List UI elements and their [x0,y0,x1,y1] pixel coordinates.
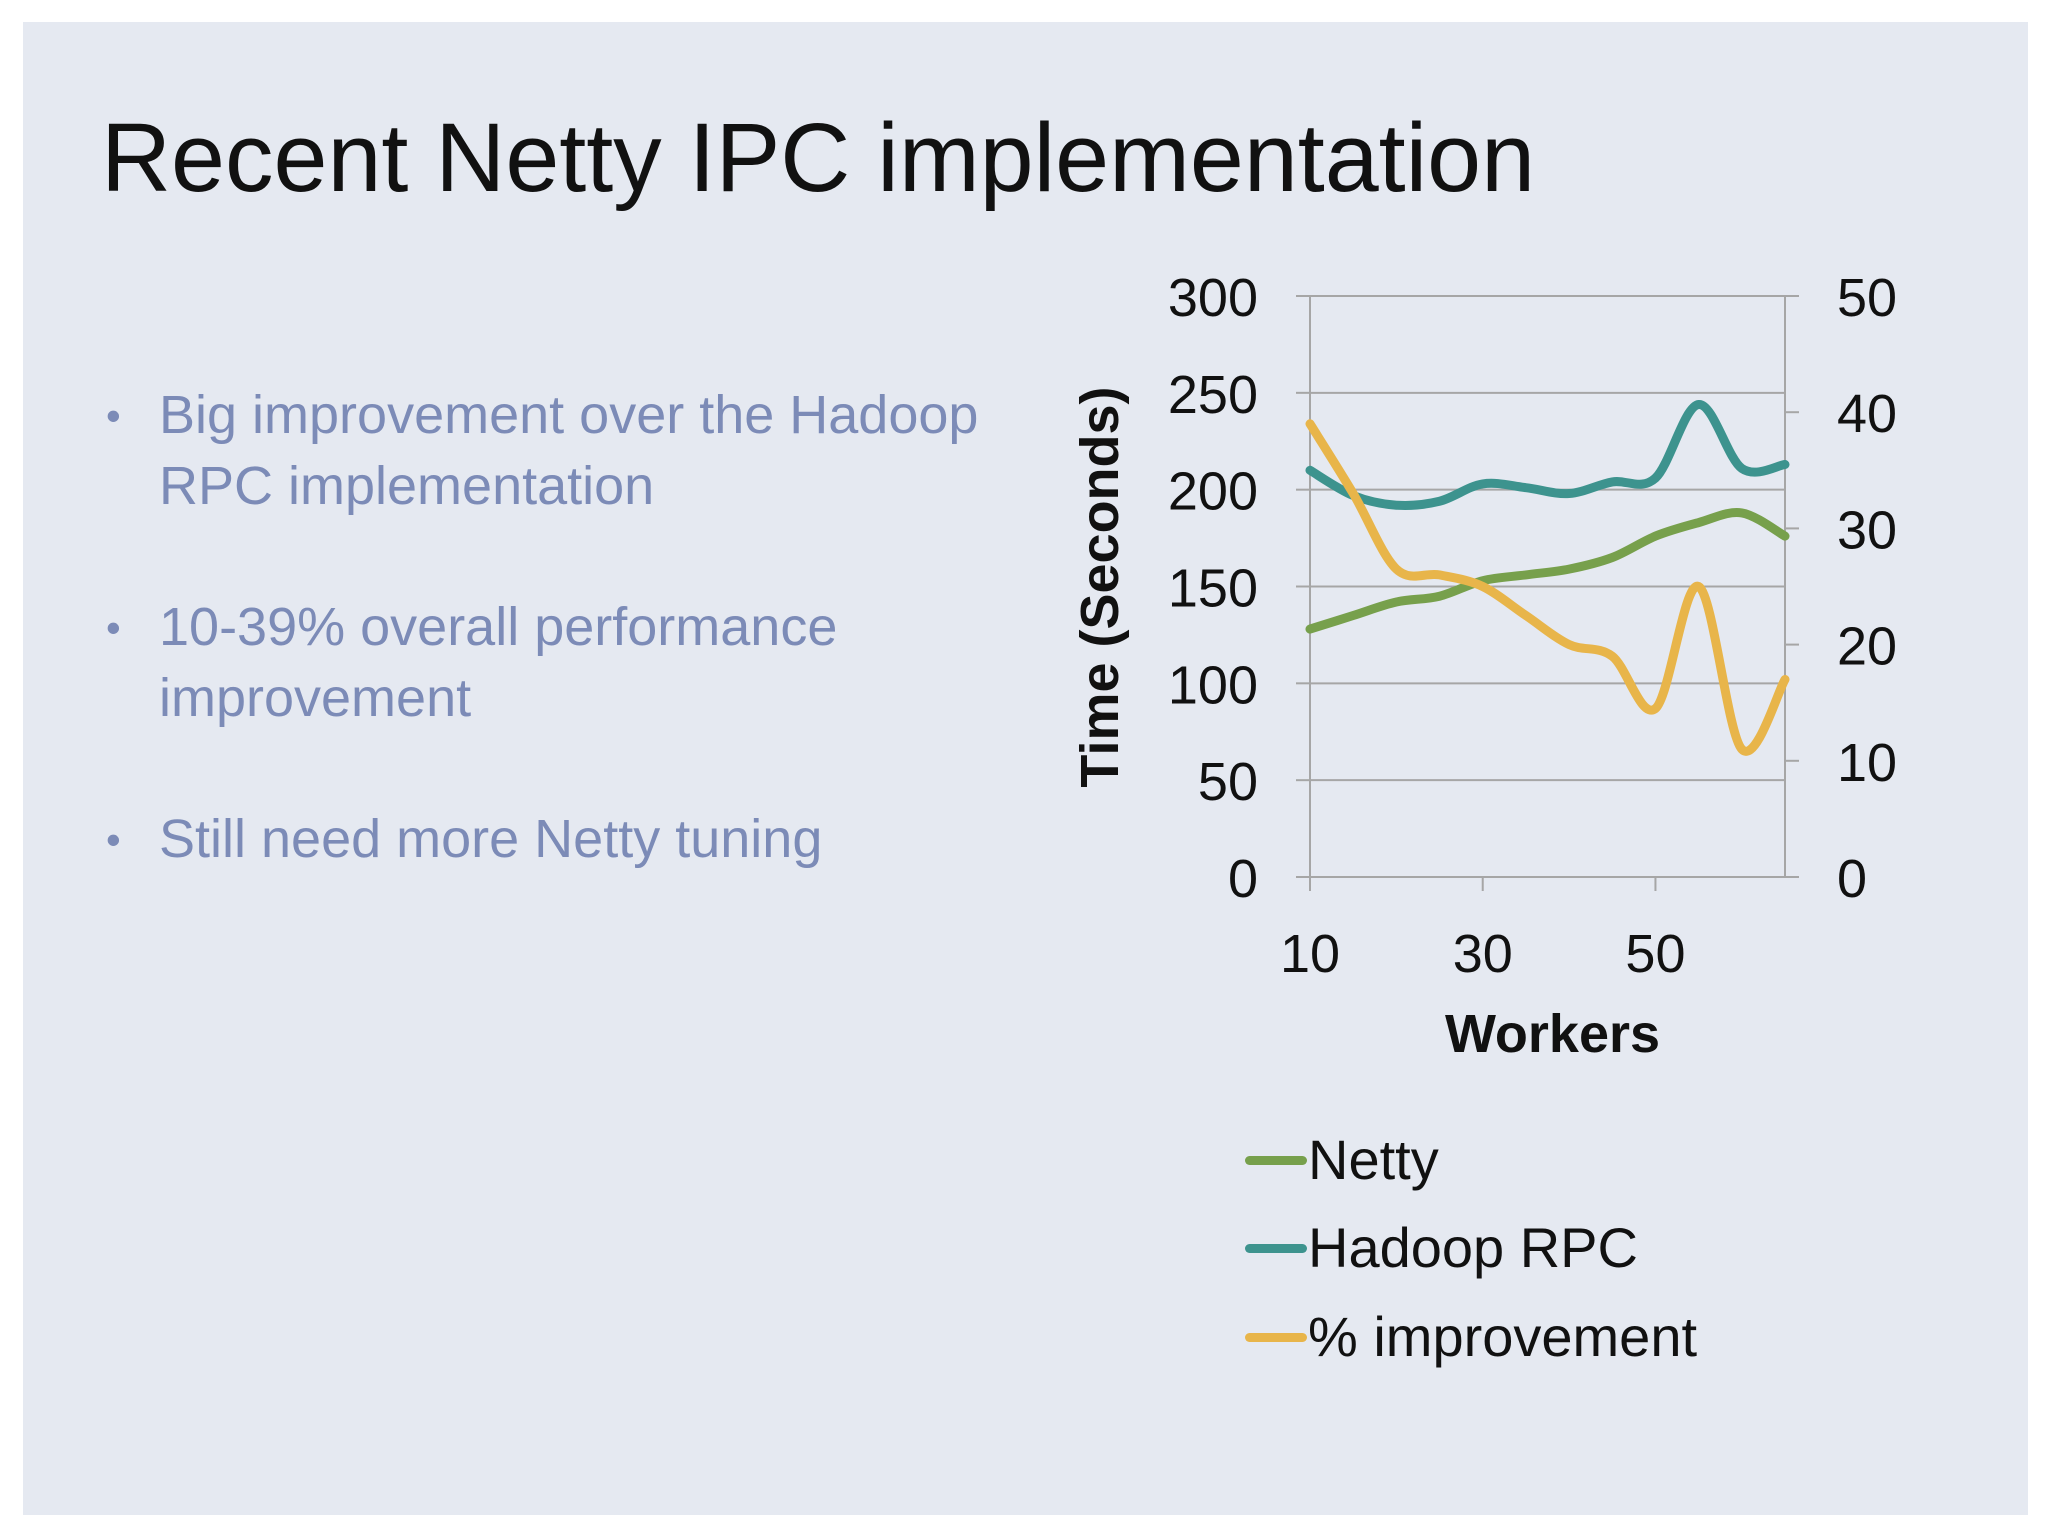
y2-tick-label: 10 [1837,733,1897,793]
bullet-dot-icon: • [106,604,121,651]
y2-tick-label: 20 [1837,617,1897,677]
axis-labels: 0 50 100 150 200 250 300 0 10 20 30 40 50 10 30 50 Worke… [1070,268,1897,1064]
bullet-text: Big improvement over the Hadoop RPC impl… [159,385,979,516]
bullet-item: • Still need more Netty tuning [101,804,1001,875]
legend-swatch [1245,1156,1307,1165]
series-line-percent-improvement [1305,419,1790,756]
y-tick-label: 200 [1168,462,1258,522]
y2-tick-label: 40 [1837,384,1897,444]
x-tick-label: 10 [1280,924,1340,984]
y-tick-label: 50 [1198,752,1258,812]
y-tick-label: 0 [1228,849,1258,909]
x-axis-title: Workers [1445,1004,1660,1064]
y2-tick-label: 30 [1837,500,1897,560]
axes [1296,295,1799,891]
y-tick-label: 250 [1168,365,1258,425]
y2-tick-label: 0 [1837,849,1867,909]
bullet-item: • Big improvement over the Hadoop RPC im… [101,380,1001,522]
y-axis-title: Time (Seconds) [1070,386,1130,787]
x-tick-label: 50 [1625,924,1685,984]
legend-label: Hadoop RPC [1308,1216,1638,1279]
legend-label: % improvement [1308,1305,1698,1368]
slide-background [23,22,2028,1515]
y2-tick-label: 50 [1837,268,1897,328]
x-tick-label: 30 [1453,924,1513,984]
y-tick-label: 300 [1168,268,1258,328]
series-line-netty [1305,508,1790,634]
bullet-list: • Big improvement over the Hadoop RPC im… [101,380,1001,945]
legend-swatch [1245,1333,1307,1342]
y-tick-label: 100 [1168,655,1258,715]
bullet-dot-icon: • [106,816,121,863]
bullet-item: • 10-39% overall performance improvement [101,592,1001,734]
y-tick-label: 150 [1168,559,1258,619]
slide-title: Recent Netty IPC implementation [101,103,1536,212]
bullet-text: 10-39% overall performance improvement [159,597,838,728]
series-line-hadoop-rpc [1305,400,1790,510]
bullet-dot-icon: • [106,392,121,439]
bullet-text: Still need more Netty tuning [159,809,823,869]
legend-label: Netty [1308,1128,1439,1191]
legend-swatch [1245,1244,1307,1253]
series-lines [1305,400,1790,756]
